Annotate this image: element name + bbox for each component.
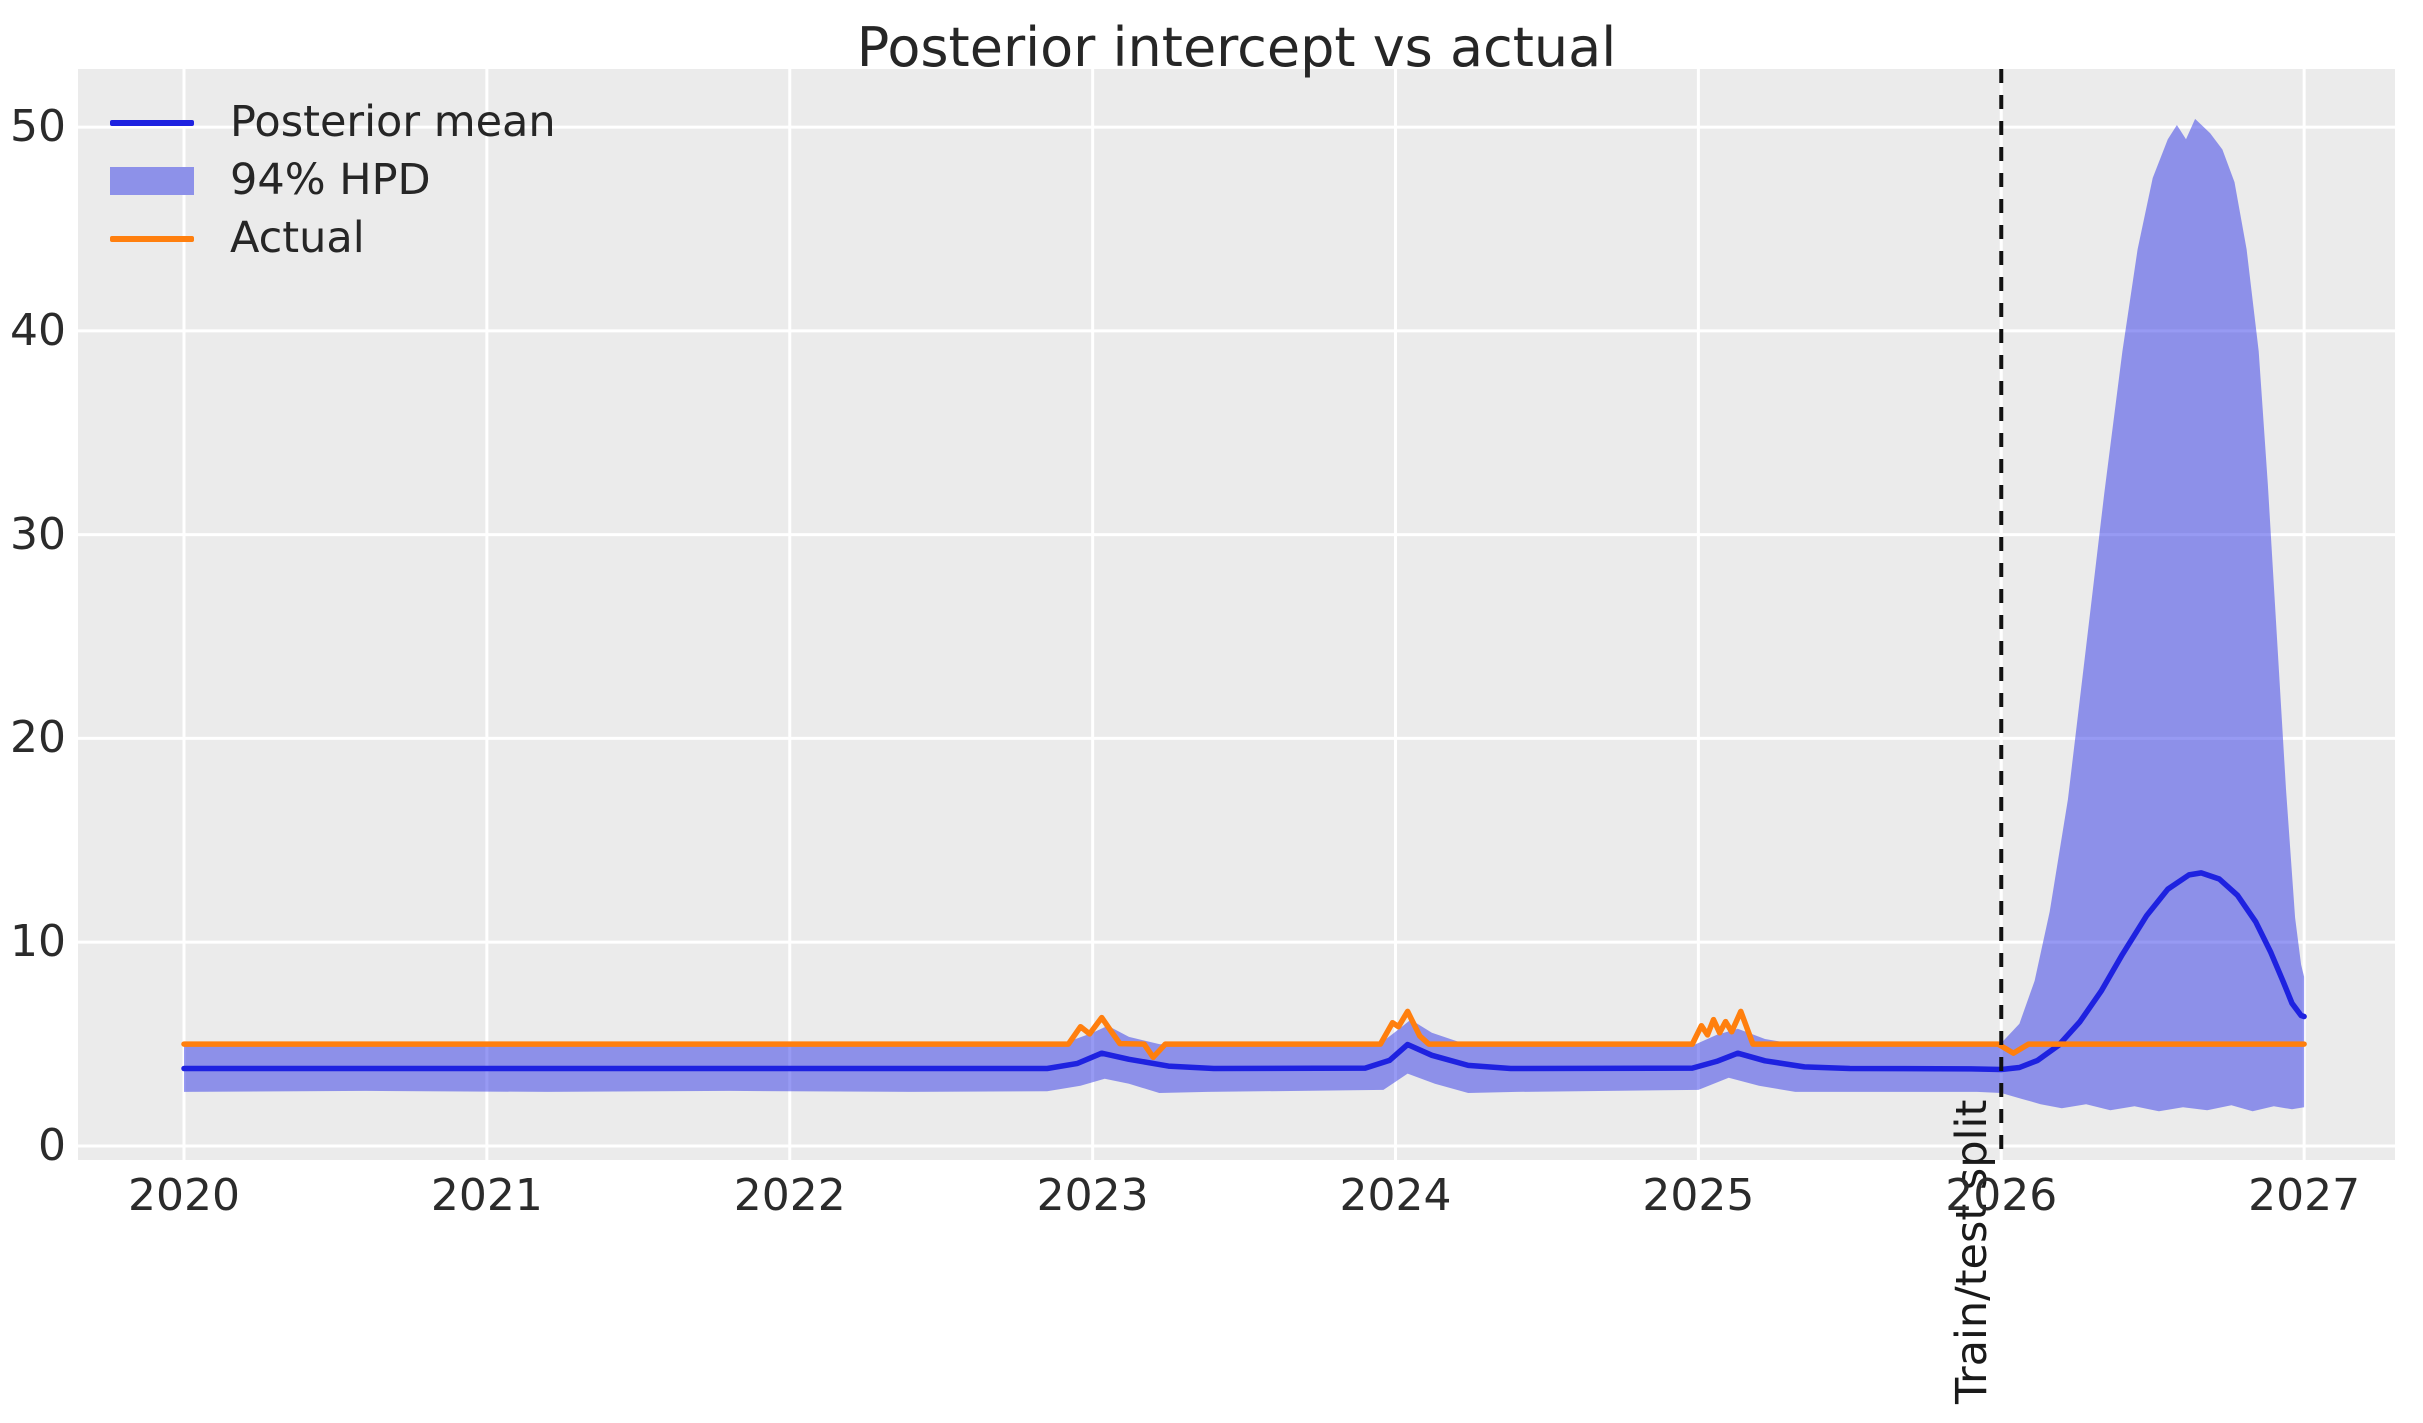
y-tick-label: 40 xyxy=(10,304,66,356)
legend-item-posterior-mean: Posterior mean xyxy=(110,95,556,150)
x-tick-label: 2022 xyxy=(733,1170,846,1221)
train-test-split-annotation: Train/test split xyxy=(1947,1099,1997,1404)
x-tick-label: 2026 xyxy=(1945,1170,2058,1221)
y-tick-label: 30 xyxy=(10,508,66,560)
y-tick-label: 10 xyxy=(10,916,66,968)
legend: Posterior mean 94% HPD Actual xyxy=(110,95,556,266)
actual-line xyxy=(181,1008,2307,1061)
x-tick-label: 2027 xyxy=(2248,1170,2361,1221)
legend-label-actual: Actual xyxy=(230,213,365,263)
y-tick-label: 20 xyxy=(10,712,66,764)
hpd-patch-swatch xyxy=(110,166,194,195)
legend-label-posterior-mean: Posterior mean xyxy=(230,97,556,147)
legend-item-actual: Actual xyxy=(110,211,556,266)
posterior-mean-line-swatch xyxy=(110,119,194,126)
x-tick-label: 2023 xyxy=(1036,1170,1149,1221)
posterior-mean-line xyxy=(181,870,2307,1073)
x-tick-label: 2021 xyxy=(430,1170,543,1221)
x-tick-label: 2024 xyxy=(1339,1170,1452,1221)
chart-title: Posterior intercept vs actual xyxy=(856,16,1617,79)
x-tick-label: 2025 xyxy=(1642,1170,1755,1221)
y-tick-label: 0 xyxy=(38,1119,66,1171)
x-tick-label: 2020 xyxy=(128,1170,240,1221)
plot-background xyxy=(78,69,2395,1160)
legend-item-hpd: 94% HPD xyxy=(110,153,556,208)
y-tick-label: 50 xyxy=(10,101,66,153)
hpd-band xyxy=(184,118,2305,1112)
legend-label-hpd: 94% HPD xyxy=(230,155,431,205)
actual-line-swatch xyxy=(110,235,194,242)
